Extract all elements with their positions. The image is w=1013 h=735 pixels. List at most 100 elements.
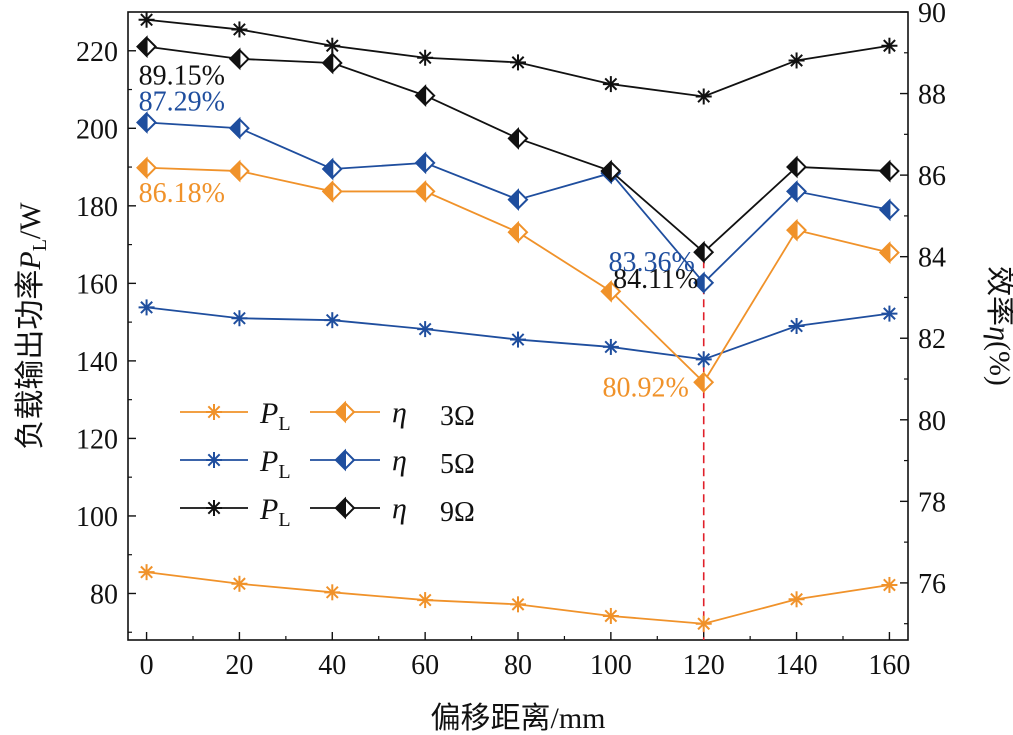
diamond-marker: [879, 198, 900, 222]
diamond-fill-half: [321, 51, 334, 75]
legend-power-sub: L: [278, 461, 290, 483]
y-left-axis-label: 负载输出功率PL/W: [14, 202, 51, 450]
asterisk-marker: [138, 564, 155, 581]
asterisk-marker: [324, 312, 341, 329]
asterisk-stroke: [140, 565, 153, 579]
series-power-3ohm: [138, 564, 898, 632]
y-left-label-sub: L: [29, 239, 51, 251]
diamond-fill-half: [136, 35, 148, 59]
legend-row-9ohm: PL η 9Ω: [180, 492, 475, 531]
asterisk-marker: [602, 607, 619, 624]
diamond-marker: [600, 279, 622, 303]
legend-row-5ohm: PL η 5Ω: [180, 444, 475, 483]
diamond-fill-half: [414, 180, 427, 203]
diamond-marker: [693, 370, 715, 394]
asterisk-stroke: [511, 333, 525, 346]
asterisk-marker: [206, 500, 222, 516]
asterisk-stroke: [790, 54, 803, 67]
legend-power-label: PL: [259, 445, 291, 483]
legend-load-label: 5Ω: [440, 449, 475, 480]
asterisk-marker: [417, 321, 434, 338]
asterisk-stroke: [697, 352, 711, 366]
y-right-tick-label: 80: [918, 406, 946, 437]
asterisk-marker: [510, 596, 526, 613]
diamond-fill-half: [879, 159, 891, 183]
diamond-marker: [507, 127, 529, 150]
series-layer: [136, 12, 900, 632]
annotation-label: 80.92%: [603, 372, 689, 403]
diamond-marker: [334, 448, 356, 472]
diamond-marker: [414, 84, 436, 108]
diamond-fill-half: [229, 116, 241, 140]
diamond-marker: [229, 159, 250, 183]
asterisk-marker: [324, 37, 341, 54]
y-left-tick-label: 80: [90, 579, 118, 610]
asterisk-marker: [206, 404, 222, 420]
asterisk-marker: [510, 331, 526, 348]
asterisk-marker: [788, 591, 805, 608]
legend-power-sub: L: [278, 509, 290, 531]
series-line: [146, 45, 890, 254]
y-right-label-prefix: 效率: [983, 266, 1013, 326]
series-efficiency-9ohm: [136, 35, 900, 264]
asterisk-marker: [231, 310, 248, 327]
legend-power-sub: L: [278, 413, 290, 435]
legend-power-symbol: P: [259, 493, 278, 526]
diamond-marker: [334, 400, 356, 424]
asterisk-marker: [138, 12, 155, 28]
asterisk-stroke: [511, 597, 525, 611]
diamond-fill-half: [414, 151, 427, 175]
diamond-fill-half: [414, 84, 427, 108]
asterisk-stroke: [140, 13, 153, 27]
y-left-tick-label: 160: [76, 269, 118, 300]
x-tick-label: 100: [590, 650, 632, 681]
y-right-axis-label: 效率η(%): [983, 266, 1013, 386]
legend-power-symbol: P: [259, 445, 278, 478]
asterisk-marker: [231, 575, 248, 592]
diamond-marker: [879, 241, 900, 265]
diamond-marker: [334, 496, 356, 520]
y-left-label-symbol: P: [14, 251, 47, 270]
diamond-fill-half: [507, 188, 519, 211]
legend-power-symbol: P: [259, 397, 278, 430]
diamond-marker: [693, 240, 715, 264]
diamond-fill-half: [693, 240, 705, 264]
asterisk-stroke: [233, 577, 246, 591]
asterisk-stroke: [325, 313, 339, 327]
asterisk-stroke: [233, 311, 246, 325]
annotation-label: 83.36%: [609, 247, 695, 278]
asterisk-stroke: [325, 585, 339, 599]
asterisk-stroke: [790, 319, 803, 333]
x-axis-ticks: 0 20 40 60 80 100 120 140 160: [140, 632, 910, 681]
diamond-fill-half: [879, 241, 891, 265]
y-right-tick-label: 78: [918, 487, 946, 518]
diamond-marker: [136, 35, 157, 59]
y-left-axis-ticks: 80 100 120 140 160 180 200 220: [76, 37, 136, 633]
legend-eta-symbol: η: [392, 396, 407, 429]
x-tick-label: 20: [225, 650, 253, 681]
asterisk-stroke: [604, 609, 618, 623]
annotation-label: 84.11%: [613, 264, 698, 295]
asterisk-stroke: [325, 39, 339, 53]
legend-power-label: PL: [259, 397, 291, 435]
legend-row-3ohm: PL η 3Ω: [180, 396, 475, 435]
diamond-fill-half: [321, 180, 334, 203]
asterisk-stroke: [604, 77, 618, 91]
diamond-fill-half: [600, 279, 612, 303]
diamond-fill-half: [229, 159, 241, 183]
y-left-tick-label: 100: [76, 502, 118, 533]
asterisk-marker: [881, 37, 898, 54]
asterisk-stroke: [418, 593, 432, 607]
diamond-marker: [414, 180, 436, 203]
diamond-marker: [879, 159, 900, 183]
x-tick-label: 40: [318, 650, 346, 681]
diamond-marker: [321, 180, 343, 203]
asterisk-marker: [788, 52, 805, 69]
x-tick-label: 0: [140, 650, 154, 681]
asterisk-marker: [602, 338, 619, 355]
asterisk-stroke: [207, 453, 221, 467]
y-left-tick-label: 120: [76, 424, 118, 455]
y-right-tick-label: 88: [918, 80, 946, 111]
y-left-tick-label: 220: [76, 37, 118, 68]
